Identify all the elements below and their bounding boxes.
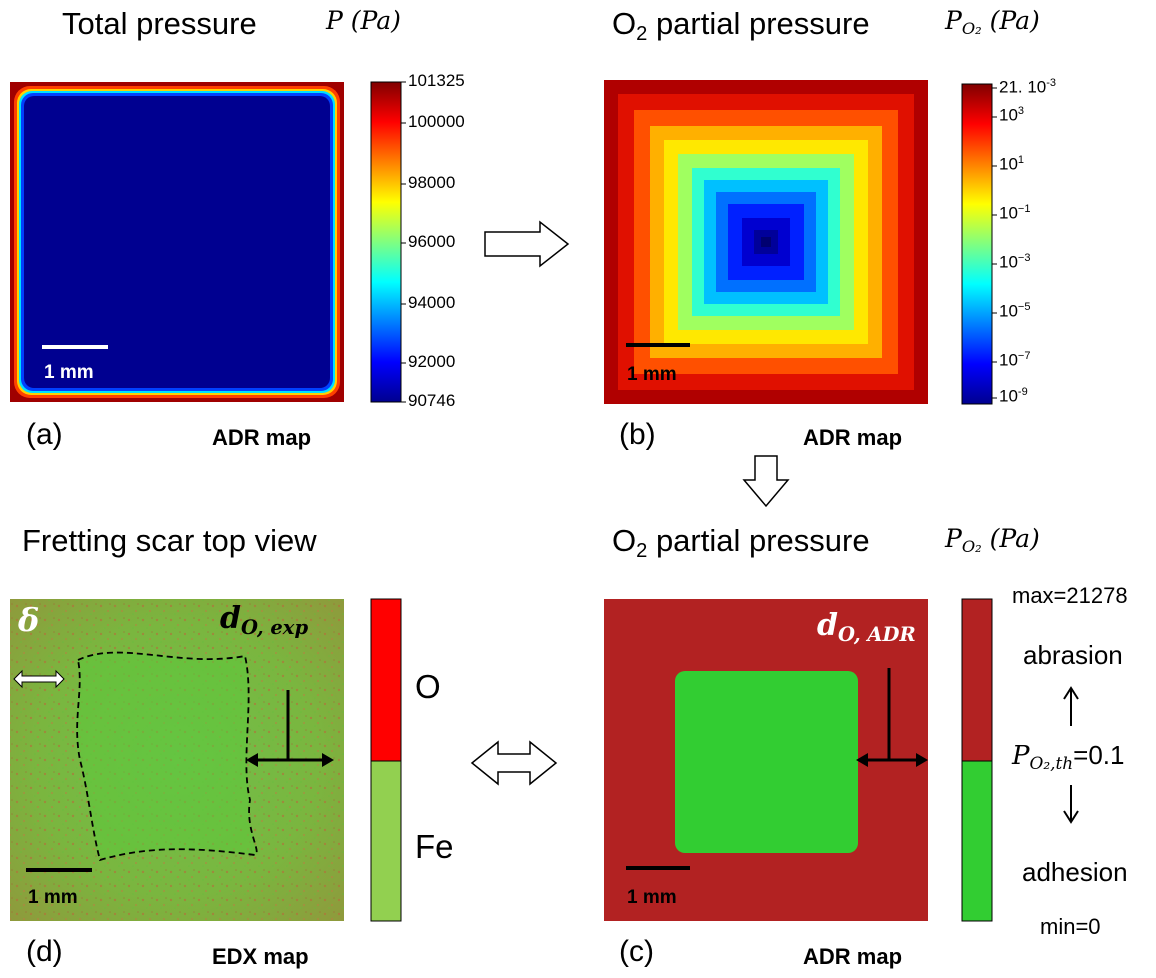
edx-legend-oxygen-label: O <box>415 668 441 705</box>
panel-a-tick: 98000 <box>408 173 456 192</box>
panel-d-distance-label: dO, exp <box>220 601 309 639</box>
panel-a-tick: 94000 <box>408 293 456 312</box>
panel-a-title: Total pressure <box>62 6 257 41</box>
panel-b-tick-bottom: 10-9 <box>999 386 1028 406</box>
arrow-right-icon <box>484 220 570 268</box>
panel-b-tick: 10−7 <box>999 350 1031 370</box>
panel-a-scale-label: 1 mm <box>44 362 94 383</box>
panel-d-scale-label: 1 mm <box>28 887 78 908</box>
panel-b-tick: 103 <box>999 105 1025 125</box>
delta-label: δ <box>18 601 40 639</box>
panel-d-scale-bar <box>26 868 92 872</box>
abrasion-label: abrasion <box>1023 640 1123 670</box>
arrow-down-icon <box>742 455 790 508</box>
panel-b-colorbar-label: PO₂ (Pa) <box>945 6 1040 38</box>
panel-b-scale-bar <box>626 343 690 347</box>
panel-a-colorbar <box>370 81 402 403</box>
panel-c-map <box>604 599 928 921</box>
edx-legend-iron-label: Fe <box>415 828 454 865</box>
threshold-label: PO₂,th=0.1 <box>1012 740 1125 774</box>
double-arrow-icon <box>470 740 558 786</box>
panel-a-map <box>10 82 344 402</box>
regime-legend-adhesion <box>961 760 993 922</box>
panel-b-tick: 10−5 <box>999 301 1031 321</box>
edx-legend-iron <box>370 760 402 922</box>
panel-a-scale-bar <box>42 345 108 349</box>
min-label: min=0 <box>1040 914 1101 939</box>
delta-double-arrow-icon <box>13 669 65 689</box>
panel-d-map-tag: EDX map <box>212 944 309 969</box>
regime-legend-abrasion <box>961 598 993 762</box>
panel-b-map-tag: ADR map <box>803 425 903 450</box>
panel-b-tick: 10−1 <box>999 203 1031 223</box>
panel-a-tick: 92000 <box>408 352 456 371</box>
panel-a-letter: (a) <box>26 418 63 451</box>
panel-c-letter: (c) <box>619 935 654 968</box>
panel-a-tick: 101325 <box>408 71 465 90</box>
scar-boundary-dashed <box>76 651 258 862</box>
panel-d-title: Fretting scar top view <box>22 523 317 558</box>
panel-c-scale-bar <box>626 866 690 870</box>
panel-a-map-tag: ADR map <box>212 425 312 450</box>
panel-b-letter: (b) <box>619 418 656 451</box>
panel-a-tick: 100000 <box>408 112 465 131</box>
panel-c-distance-label: dO, ADR <box>817 608 916 646</box>
max-label: max=21278 <box>1012 583 1128 608</box>
panel-a-colorbar-ticks <box>401 81 406 403</box>
panel-b-tick-top: 21. 10-3 <box>999 77 1057 97</box>
panel-c-colorbar-label: PO₂ (Pa) <box>945 524 1040 556</box>
panel-d-map <box>10 599 344 921</box>
panel-b-colorbar <box>961 83 993 405</box>
panel-c-scale-label: 1 mm <box>627 887 677 908</box>
panel-c-map-tag: ADR map <box>803 944 903 969</box>
panel-a-tick: 90746 <box>408 391 456 410</box>
panel-b-tick: 101 <box>999 154 1025 174</box>
panel-b-title: O2 partial pressure <box>612 6 870 46</box>
panel-a-tick: 96000 <box>408 232 456 251</box>
panel-b-map <box>604 80 928 404</box>
panel-d-letter: (d) <box>26 935 63 968</box>
panel-b-colorbar-ticks <box>992 87 997 399</box>
edx-legend-oxygen <box>370 598 402 762</box>
panel-b-scale-label: 1 mm <box>627 364 677 385</box>
panel-b-tick: 10−3 <box>999 252 1031 272</box>
regime-arrows <box>1063 686 1079 824</box>
adhesion-label: adhesion <box>1022 857 1128 887</box>
panel-a-colorbar-label: P (Pa) <box>326 6 401 35</box>
panel-c-title: O2 partial pressure <box>612 523 870 563</box>
